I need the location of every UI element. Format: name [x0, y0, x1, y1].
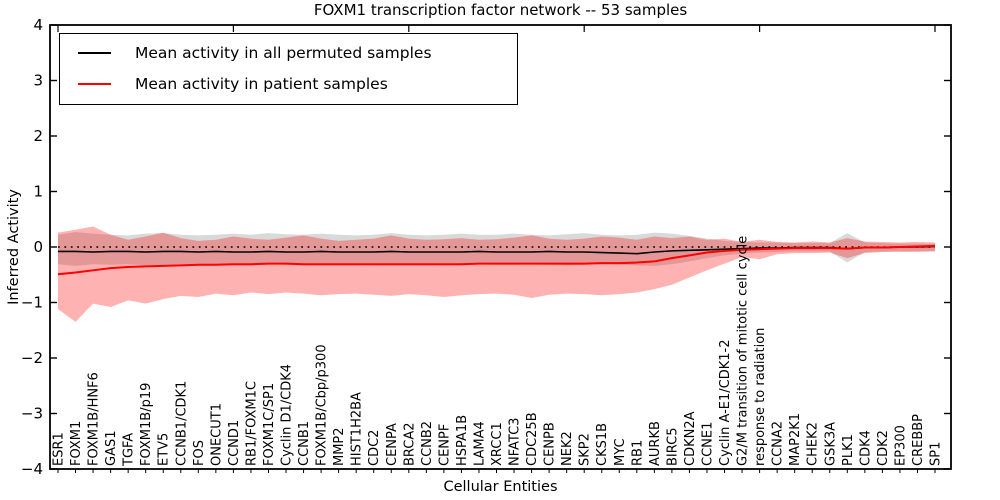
x-category-label: CDK4: [858, 430, 873, 466]
x-category-label: EP300: [893, 425, 908, 466]
chart-title: FOXM1 transcription factor network -- 53…: [313, 1, 688, 19]
y-tick-label: −3: [21, 405, 43, 423]
x-category-label: ONECUT1: [209, 403, 224, 466]
y-tick-label: 1: [33, 183, 43, 201]
x-category-label: ESR1: [52, 432, 67, 466]
x-category-label: CCNB1: [297, 421, 312, 466]
x-category-label: CCNB1/CDK1: [174, 381, 189, 466]
y-tick-label: 2: [33, 127, 43, 145]
x-category-label: RB1/FOXM1C: [244, 381, 259, 466]
x-category-label: FOXM1B/p19: [139, 383, 154, 466]
x-category-label: XRCC1: [490, 422, 505, 466]
band-permuted-range: [58, 232, 935, 266]
x-category-label: CDC25B: [525, 412, 540, 466]
x-category-label: Cyclin D1/CDK4: [280, 364, 295, 466]
legend-label: Mean activity in patient samples: [135, 75, 388, 93]
x-category-label: SP1: [929, 442, 944, 466]
x-category-label: CENPB: [543, 422, 558, 466]
x-category-label: CKS1B: [595, 423, 610, 466]
x-category-label: NEK2: [560, 431, 575, 466]
x-category-label: MAP2K1: [788, 413, 803, 466]
legend: Mean activity in all permuted samples Mea…: [59, 33, 518, 105]
x-category-label: CCNA2: [771, 421, 786, 466]
legend-line-sample: [78, 83, 111, 85]
x-category-label: CDKN2A: [683, 411, 698, 466]
y-tick-label: 3: [33, 72, 43, 90]
x-category-label: FOXM1B/Cbp/p300: [315, 344, 330, 466]
x-category-label: CREBBP: [911, 414, 926, 466]
x-category-label: TGFA: [122, 433, 137, 467]
x-category-label: ETV5: [157, 433, 172, 466]
x-category-label: SKP2: [578, 433, 593, 466]
x-category-label: response to radiation: [753, 328, 768, 466]
x-category-label: HSPA1B: [455, 415, 470, 466]
x-category-label: GSK3A: [823, 422, 838, 466]
series-line-patient: [57, 244, 936, 276]
x-category-label: LAMA4: [472, 421, 487, 466]
x-category-label: RB1: [630, 440, 645, 466]
x-category-label: G2/M transition of mitotic cell cycle: [736, 236, 751, 466]
x-category-label: FOS: [192, 440, 207, 466]
legend-label: Mean activity in all permuted samples: [135, 44, 432, 62]
x-category-label: HIST1H2BA: [350, 392, 365, 466]
x-category-label: CDC2: [367, 430, 382, 466]
y-axis-title: Inferred Activity: [6, 189, 22, 305]
legend-item: Mean activity in patient samples: [72, 72, 505, 96]
x-category-label: BRCA2: [402, 422, 417, 466]
x-category-label: MMP2: [332, 427, 347, 466]
x-axis-title: Cellular Entities: [443, 479, 558, 495]
x-category-label: CCNB2: [420, 421, 435, 466]
x-category-label: BIRC5: [665, 428, 680, 467]
legend-item: Mean activity in all permuted samples: [72, 41, 505, 65]
x-category-label: FOXM1C/SP1: [262, 383, 277, 466]
y-tick-label: 0: [33, 238, 43, 256]
x-category-label: Cyclin A-E1/CDK1-2: [718, 339, 733, 466]
x-category-label: FOXM1B/HNF6: [87, 372, 102, 466]
x-category-label: CENPF: [437, 424, 452, 466]
y-tick-label: −2: [21, 349, 43, 367]
x-category-label: NFATC3: [508, 418, 523, 466]
x-category-label: CENPA: [385, 423, 400, 466]
y-tick-label: −1: [21, 294, 43, 312]
x-category-label: FOXM1: [69, 421, 84, 466]
x-category-label: PLK1: [841, 434, 856, 466]
x-category-label: AURKB: [648, 421, 663, 466]
legend-line-sample: [78, 52, 111, 54]
y-tick-label: 4: [33, 16, 43, 34]
x-category-label: CCND1: [227, 420, 242, 466]
band-patient-range: [58, 226, 935, 322]
x-category-label: CDK2: [876, 430, 891, 466]
x-category-label: CCNE1: [700, 422, 715, 466]
y-tick-label: −4: [21, 460, 43, 478]
x-category-label: MYC: [613, 438, 628, 466]
x-category-label: GAS1: [104, 431, 119, 467]
x-category-label: CHEK2: [806, 422, 821, 466]
